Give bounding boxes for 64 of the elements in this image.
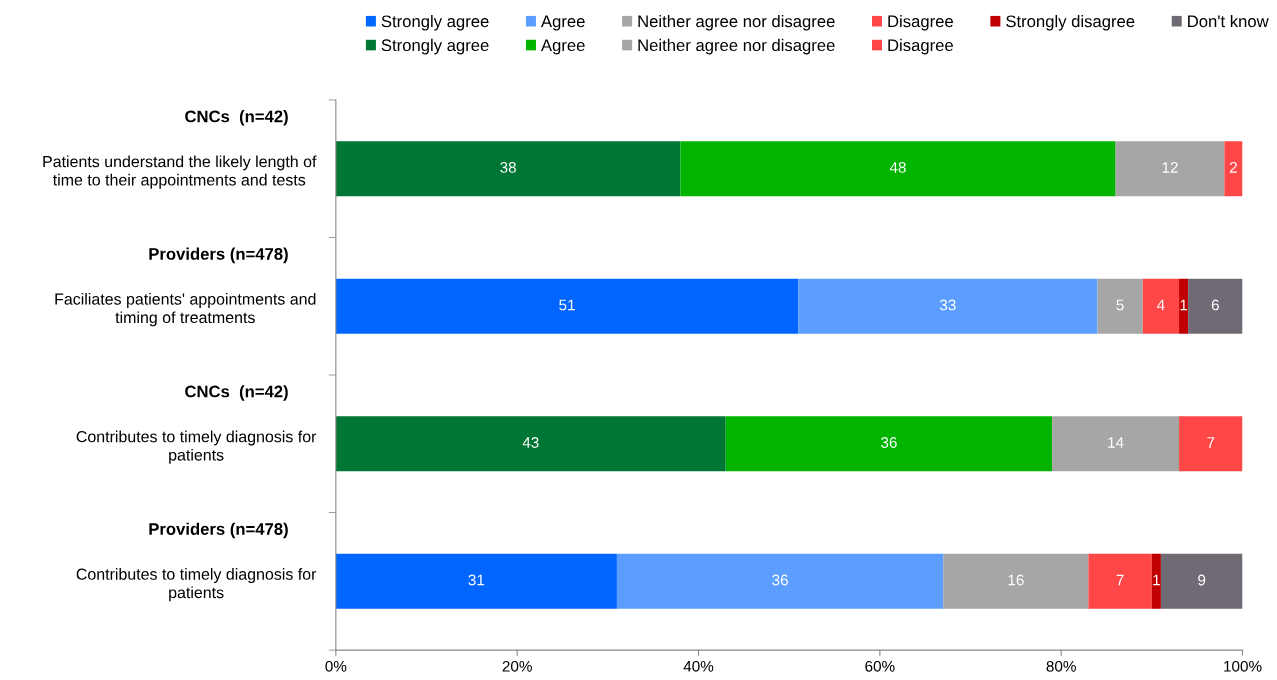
text: Providers (n=478) bbox=[149, 522, 288, 539]
text: CNCs (n=42) bbox=[185, 110, 288, 126]
x-tick-label: 20% bbox=[502, 660, 532, 672]
y-tick-label: Faciliates patients' appointments and timing of treatments bbox=[55, 293, 316, 327]
bar bbox=[725, 416, 1053, 472]
legend-label: Don't know bbox=[1188, 15, 1269, 28]
bar bbox=[1151, 553, 1161, 609]
y-tick-label: Contributes to timely diagnosis for patients bbox=[76, 430, 317, 464]
bar bbox=[335, 141, 681, 197]
data-label: 36 bbox=[772, 574, 788, 586]
data-label: 7 bbox=[1207, 437, 1215, 448]
bar bbox=[335, 278, 799, 334]
text: CNCs (n=42) bbox=[185, 385, 288, 401]
bar bbox=[616, 553, 944, 609]
text: Providers (n=478) bbox=[149, 247, 288, 264]
data-label: 7 bbox=[1116, 574, 1124, 586]
bar bbox=[1224, 141, 1243, 197]
y-tick-label: Patients understand the likely length of time to their appointments and tests bbox=[43, 155, 317, 189]
bar bbox=[335, 416, 726, 472]
data-label: 1 bbox=[1153, 574, 1160, 586]
data-label: 12 bbox=[1162, 162, 1178, 173]
data-label: 36 bbox=[881, 437, 897, 448]
data-label: 33 bbox=[939, 299, 956, 311]
bar bbox=[1142, 278, 1180, 334]
data-label: 1 bbox=[1180, 299, 1188, 311]
legend-label: Strongly disagree bbox=[1006, 15, 1135, 31]
data-label: 4 bbox=[1157, 299, 1165, 311]
bar bbox=[1179, 416, 1243, 472]
bar bbox=[1088, 553, 1152, 609]
bar bbox=[1188, 278, 1243, 334]
x-tick-label: 40% bbox=[683, 660, 714, 672]
data-label: 38 bbox=[500, 162, 516, 173]
legend-label: Neither agree nor disagree bbox=[638, 15, 835, 31]
bar bbox=[1115, 141, 1225, 197]
data-label: 14 bbox=[1108, 437, 1124, 448]
bar bbox=[335, 553, 617, 609]
bar bbox=[798, 278, 1098, 334]
data-label: 5 bbox=[1116, 299, 1124, 311]
data-label: 31 bbox=[468, 574, 485, 586]
bar bbox=[680, 141, 1116, 197]
data-label: 48 bbox=[889, 162, 906, 173]
bar bbox=[1097, 278, 1143, 334]
x-tick-label: 80% bbox=[1046, 660, 1076, 672]
data-label: 2 bbox=[1229, 162, 1237, 173]
legend-label: Neither agree nor disagree bbox=[638, 38, 835, 55]
data-label: 6 bbox=[1211, 299, 1219, 311]
bar bbox=[1179, 278, 1189, 334]
data-label: 16 bbox=[1008, 574, 1024, 586]
legend-label: Agree bbox=[540, 39, 585, 55]
legend-label: Disagree bbox=[888, 38, 953, 55]
data-label: 51 bbox=[559, 299, 575, 311]
data-label: 43 bbox=[522, 437, 539, 448]
data-label: 9 bbox=[1198, 574, 1206, 586]
bar bbox=[943, 553, 1089, 609]
legend-label: Strongly agree bbox=[381, 38, 489, 55]
x-tick-label: 60% bbox=[865, 660, 895, 672]
x-tick-label: 100% bbox=[1224, 660, 1262, 672]
bar bbox=[1052, 416, 1180, 472]
legend-label: Strongly agree bbox=[381, 15, 489, 31]
legend-label: Agree bbox=[540, 15, 585, 31]
x-tick-label: 0% bbox=[325, 660, 347, 672]
legend-label: Disagree bbox=[888, 15, 953, 31]
y-tick-label: Contributes to timely diagnosis for patients bbox=[76, 568, 317, 602]
bar bbox=[1160, 553, 1243, 609]
